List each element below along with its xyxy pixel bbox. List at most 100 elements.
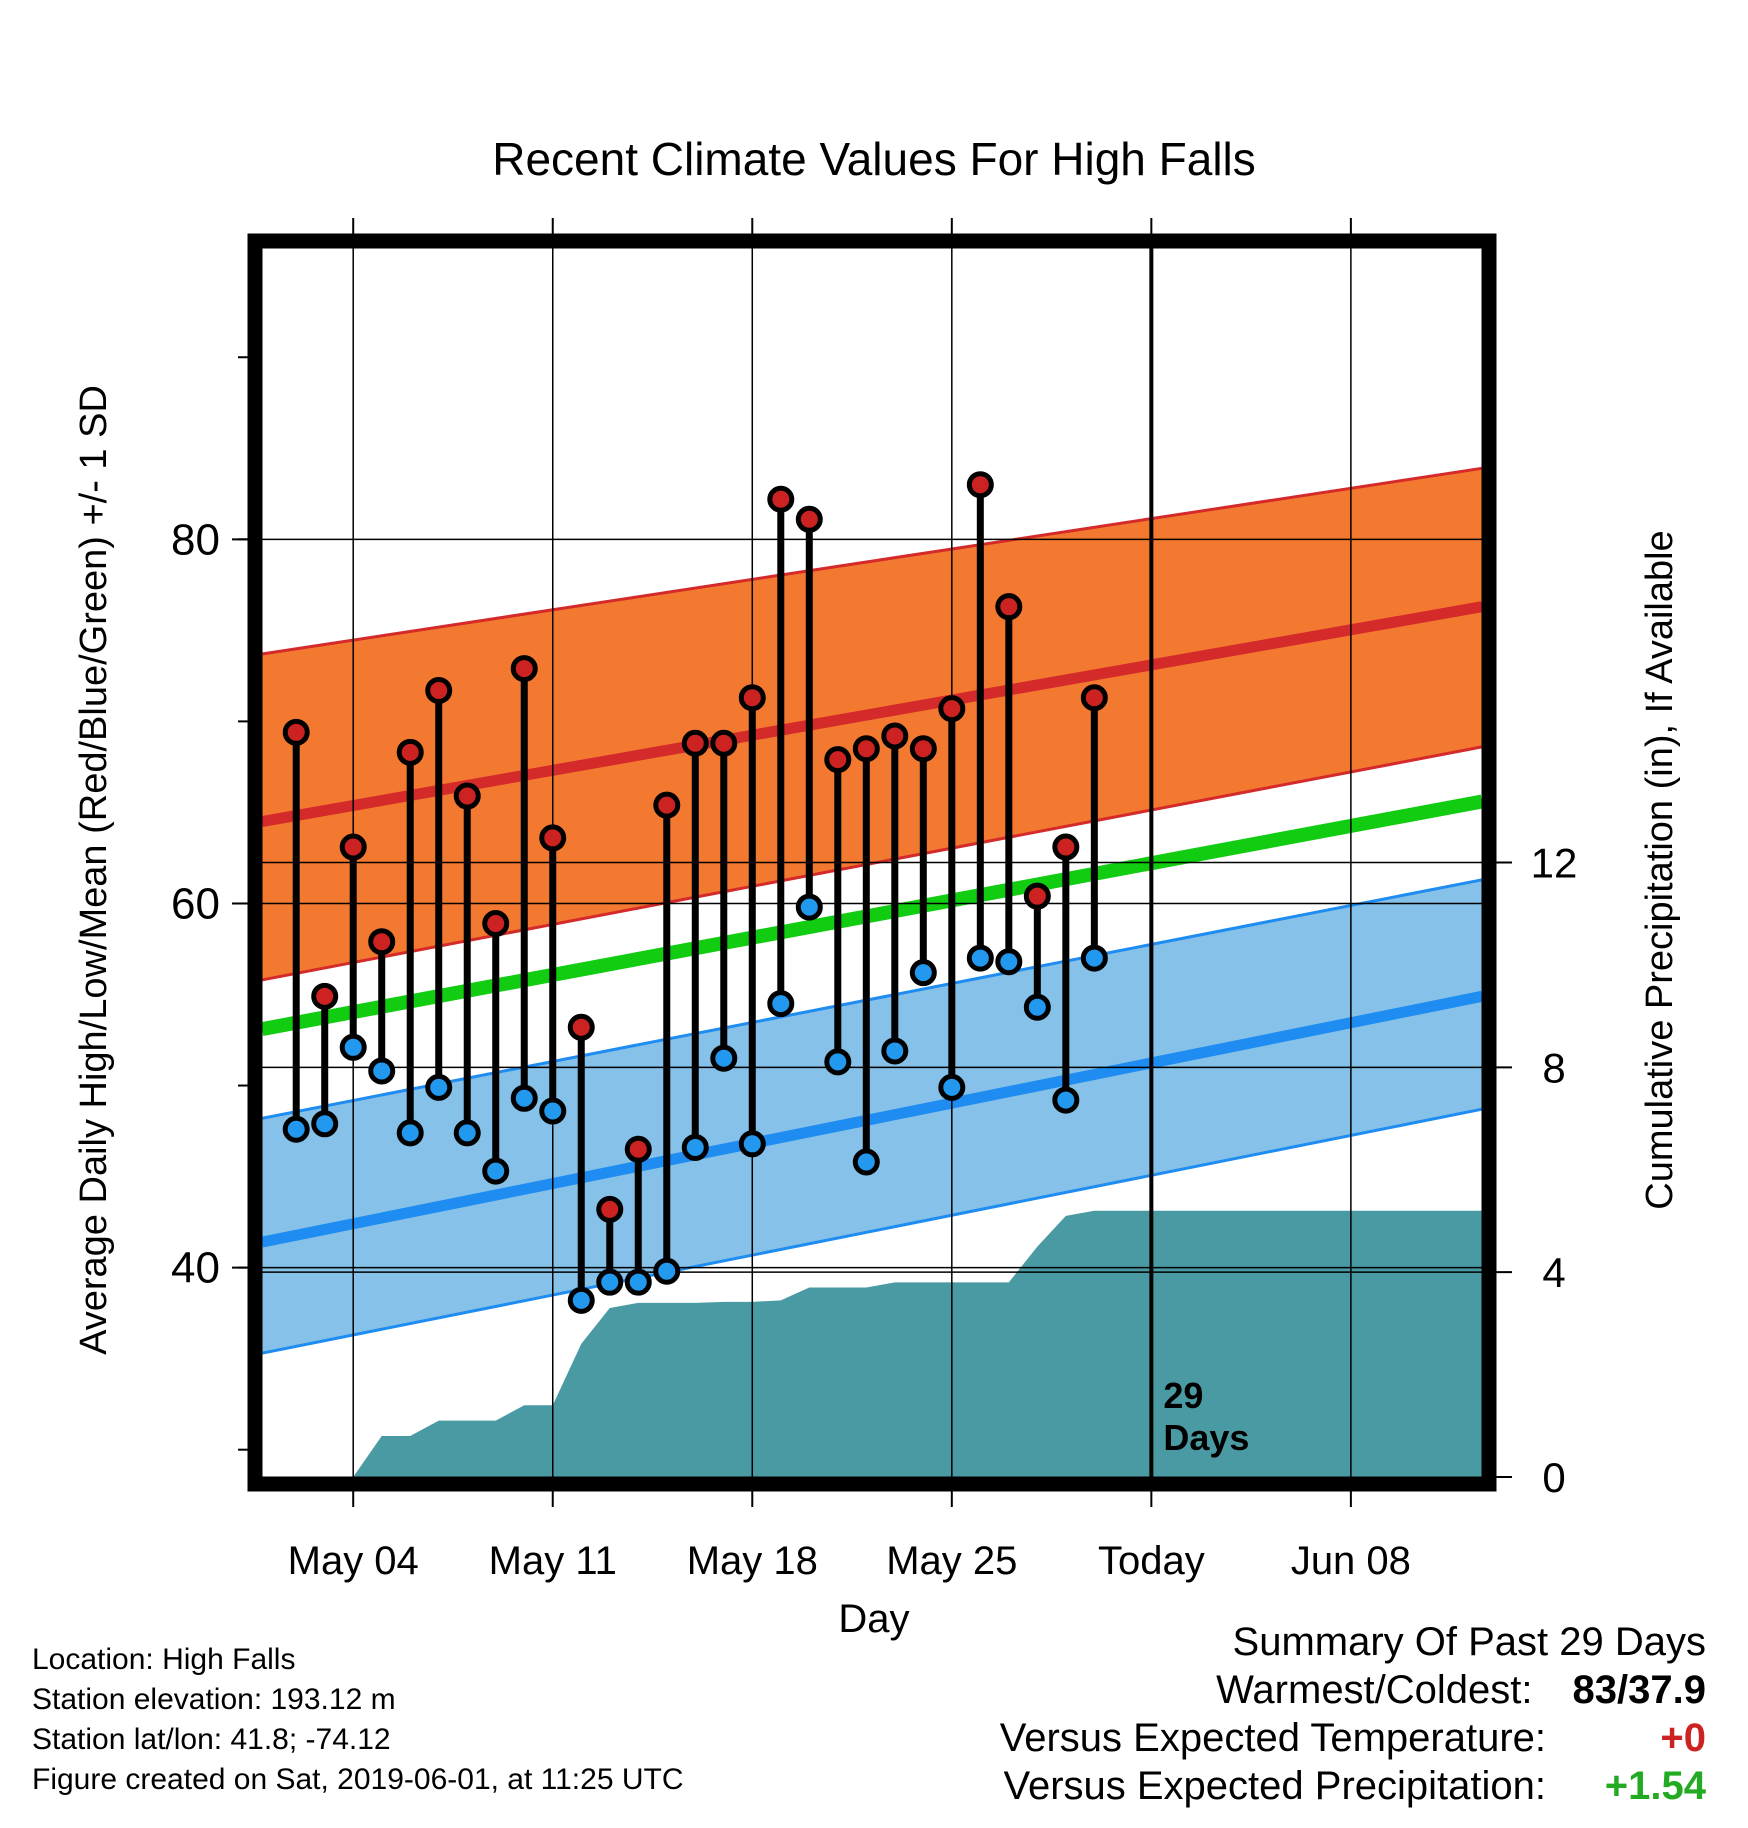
daily-high-point — [425, 676, 453, 704]
daily-low-point — [339, 1033, 367, 1061]
x-tick-label: Jun 08 — [1291, 1539, 1411, 1583]
daily-low-point — [624, 1268, 652, 1296]
y2-tick-label: 8 — [1542, 1044, 1565, 1091]
daily-high-point — [938, 695, 966, 723]
x-tick-label: May 18 — [687, 1539, 818, 1583]
y-axis-label: Average Daily High/Low/Mean (Red/Blue/Gr… — [73, 385, 115, 1355]
daily-high-point — [824, 746, 852, 774]
daily-low-point — [938, 1073, 966, 1101]
high-upper-edge — [261, 466, 1483, 656]
daily-low-point — [681, 1133, 709, 1161]
x-tick-label: May 25 — [886, 1539, 1017, 1583]
normal-low-line — [260, 990, 1484, 1248]
daily-high-point — [282, 718, 310, 746]
daily-high-point — [510, 655, 538, 683]
daily-low-point — [453, 1119, 481, 1147]
daily-low-point — [567, 1286, 595, 1314]
daily-high-point — [1023, 882, 1051, 910]
daily-low-point — [653, 1257, 681, 1285]
daily-low-point — [1052, 1086, 1080, 1114]
daily-high-point — [539, 824, 567, 852]
daily-low-point — [1080, 944, 1108, 972]
precip-value: +1.54 — [1604, 1764, 1706, 1808]
daily-high-point — [1080, 684, 1108, 712]
daily-high-point — [710, 729, 738, 757]
precip-label: Versus Expected Precipitation: — [1003, 1764, 1546, 1808]
y-tick-label: 80 — [171, 515, 220, 564]
daily-high-point — [852, 735, 880, 763]
high-normal-band — [262, 468, 1482, 980]
y2-tick-label: 4 — [1542, 1249, 1565, 1296]
daily-low-point — [425, 1073, 453, 1101]
plot-frame — [247, 233, 1497, 1492]
daily-high-point — [795, 505, 823, 533]
daily-high-point — [624, 1135, 652, 1163]
created-text: Figure created on Sat, 2019-06-01, at 11… — [32, 1763, 684, 1796]
daily-high-point — [995, 593, 1023, 621]
daily-low-point — [995, 948, 1023, 976]
daily-low-point — [282, 1115, 310, 1143]
daily-low-point — [881, 1037, 909, 1065]
temp-label: Versus Expected Temperature: — [999, 1716, 1546, 1760]
daily-high-point — [767, 485, 795, 513]
daily-low-point — [710, 1044, 738, 1072]
daily-low-point — [510, 1084, 538, 1112]
temp-value: +0 — [1660, 1716, 1706, 1760]
x-tick-label: Today — [1098, 1539, 1205, 1583]
daily-high-point — [368, 928, 396, 956]
temp-row: Versus Expected Temperature: +0 — [1000, 1714, 1706, 1762]
summary-title: Summary Of Past 29 Days — [1232, 1620, 1706, 1664]
daily-low-point — [795, 893, 823, 921]
daily-low-point — [852, 1148, 880, 1176]
precip-row: Versus Expected Precipitation: +1.54 — [1000, 1762, 1706, 1810]
precip-area — [353, 1210, 1482, 1477]
y-tick-label: 60 — [171, 879, 220, 928]
daily-high-point — [1052, 833, 1080, 861]
y2-tick-label: 0 — [1542, 1454, 1565, 1501]
latlon-text: Station lat/lon: 41.8; -74.12 — [32, 1723, 391, 1756]
daily-high-point — [311, 982, 339, 1010]
daily-low-point — [596, 1268, 624, 1296]
x-tick-label: May 04 — [288, 1539, 419, 1583]
daily-high-point — [482, 909, 510, 937]
low-lower-edge — [261, 1107, 1483, 1355]
plot-area: 29 Days 40 60 80 0 4 8 12 May 04 May 11 May 18 May 2… — [171, 218, 1577, 1583]
daily-low-point — [909, 959, 937, 987]
daily-high-point — [966, 471, 994, 499]
daily-low-point — [482, 1157, 510, 1185]
daily-low-point — [539, 1097, 567, 1125]
daily-low-point — [824, 1048, 852, 1076]
daily-high-point — [339, 833, 367, 861]
daily-low-point — [1023, 993, 1051, 1021]
summary-panel: Summary Of Past 29 Days Warmest/Coldest:… — [1000, 1618, 1706, 1810]
x-axis-label: Day — [838, 1597, 909, 1641]
daily-low-point — [738, 1130, 766, 1158]
warm-cold-label: Warmest/Coldest: — [1216, 1668, 1533, 1712]
y2-tick-label: 12 — [1531, 840, 1578, 887]
daily-high-point — [738, 684, 766, 712]
today-days-label: 29 Days — [1163, 1375, 1249, 1458]
x-tick-label: May 11 — [489, 1539, 617, 1583]
daily-high-point — [653, 791, 681, 819]
daily-high-point — [681, 729, 709, 757]
location-text: Location: High Falls — [32, 1643, 296, 1676]
warm-cold-row: Warmest/Coldest: 83/37.9 — [1000, 1666, 1706, 1714]
daily-high-point — [881, 722, 909, 750]
chart-title: Recent Climate Values For High Falls — [492, 133, 1256, 185]
daily-low-point — [767, 990, 795, 1018]
y-tick-label: 40 — [171, 1244, 220, 1293]
daily-low-point — [396, 1119, 424, 1147]
elevation-text: Station elevation: 193.12 m — [32, 1683, 396, 1716]
daily-high-point — [909, 735, 937, 763]
daily-high-point — [396, 738, 424, 766]
warm-cold-value: 83/37.9 — [1572, 1668, 1706, 1712]
daily-high-point — [453, 782, 481, 810]
station-info: Location: High Falls Station elevation: … — [32, 1640, 684, 1800]
y2-axis-label: Cumulative Precipitation (in), If Availa… — [1639, 530, 1681, 1209]
daily-low-point — [966, 944, 994, 972]
daily-low-point — [368, 1057, 396, 1085]
daily-high-point — [596, 1195, 624, 1223]
daily-low-point — [311, 1110, 339, 1138]
daily-high-point — [567, 1013, 595, 1041]
